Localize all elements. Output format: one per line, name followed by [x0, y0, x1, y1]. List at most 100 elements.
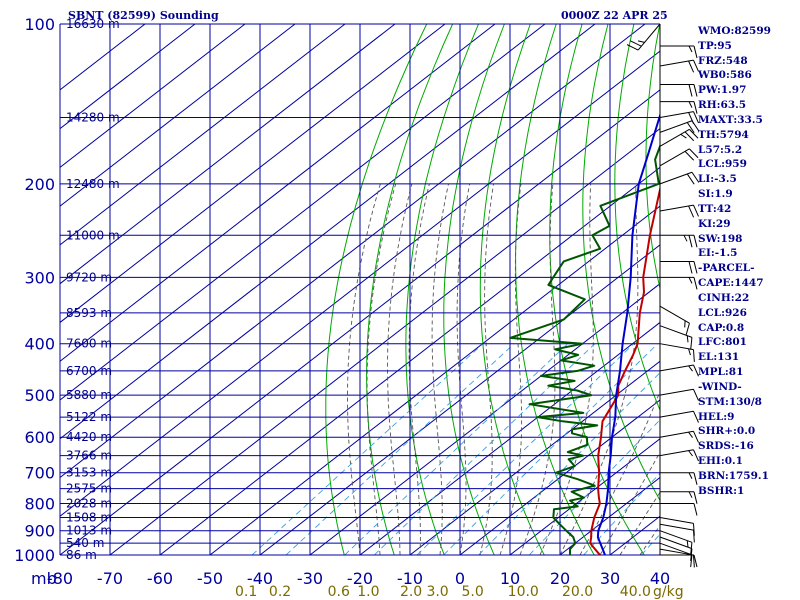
- wind-barb-flag: [630, 40, 642, 47]
- wind-barb-flag: [693, 364, 699, 377]
- wind-barb-flag: [693, 449, 699, 462]
- isotherm-line: [409, 360, 660, 555]
- wind-barb-shaft: [659, 111, 694, 118]
- sounding-timestamp: 0000Z 22 APR 25: [561, 9, 668, 22]
- wind-barb-flag: [693, 235, 698, 248]
- wind-barb-shaft: [659, 430, 694, 438]
- wind-barb-flag: [683, 235, 688, 242]
- wind-barb-flag: [693, 101, 698, 114]
- wind-barb: [660, 84, 698, 97]
- wind-barb-shaft: [659, 171, 693, 185]
- temperature-tick-label: -50: [197, 569, 223, 588]
- index-item: EI:-1.5: [698, 247, 738, 260]
- mixing-ratio-line: [344, 343, 569, 555]
- wind-barb: [659, 388, 699, 401]
- index-item: L57:5.2: [698, 143, 743, 156]
- wind-barb-shaft: [659, 548, 694, 556]
- wind-barb-flag: [688, 472, 693, 479]
- index-item: MPL:81: [698, 366, 744, 379]
- wind-barb: [659, 305, 690, 336]
- wind-barb-flag: [692, 555, 695, 568]
- mixing-ratio-line: [251, 343, 484, 555]
- wind-barb-flag: [686, 122, 695, 133]
- pressure-tick-label: 400: [24, 335, 55, 354]
- wind-barb-flag: [688, 261, 693, 274]
- wind-barb-flag: [693, 59, 699, 72]
- height-label: 86 m: [66, 548, 97, 562]
- index-item: KI:29: [698, 217, 731, 230]
- wind-barb: [659, 548, 695, 568]
- wind-barb-flag: [690, 542, 693, 555]
- index-item: LI:-3.5: [698, 173, 737, 186]
- wind-barb-shaft: [637, 23, 661, 51]
- height-label: 11000 m: [66, 228, 120, 242]
- wind-barb-flag: [693, 431, 699, 443]
- wind-barb-flag: [688, 431, 693, 438]
- wind-barb-flag: [693, 204, 699, 217]
- isotherm-line: [60, 24, 246, 169]
- index-item: SHR+:0.0: [698, 425, 756, 438]
- wind-barb: [660, 276, 698, 290]
- mixing-ratio-unit-label: g/kg: [653, 584, 684, 600]
- wind-barb-flag: [688, 45, 693, 53]
- indices-panel: WMO:82599 TP:95 FRZ:548 WB0:586 PW:1.97 RH:63…: [698, 24, 800, 499]
- index-item: BSHR:1: [698, 484, 745, 497]
- pressure-tick-label: 600: [24, 428, 55, 447]
- isotherm-line: [60, 24, 196, 130]
- wind-barb-flag: [690, 548, 693, 562]
- wind-barb-flag: [689, 129, 699, 139]
- index-item: LCL:926: [698, 306, 747, 319]
- wind-barb: [660, 234, 698, 248]
- wind-barb-flag: [692, 349, 695, 362]
- isotherm-line: [60, 24, 496, 362]
- wind-barb: [659, 430, 699, 443]
- wind-barb-shaft: [659, 388, 694, 396]
- wind-barb-shaft: [659, 148, 690, 167]
- index-item: WB0:586: [698, 69, 752, 82]
- moist-adiabat-line: [408, 183, 430, 555]
- wind-barb: [626, 23, 661, 51]
- index-item: STM:130/8: [698, 395, 762, 408]
- wind-barb-flag: [688, 450, 693, 457]
- pressure-tick-label: 700: [24, 464, 55, 483]
- dewpoint-profile-line: [509, 143, 660, 555]
- temperature-tick-label: 0: [455, 569, 465, 588]
- wind-barb: [659, 523, 695, 543]
- index-item: -WIND-: [698, 380, 742, 393]
- wind-barb-flag: [693, 84, 698, 97]
- index-item: TT:42: [698, 202, 732, 215]
- wind-barb: [659, 204, 699, 218]
- wind-barb-shaft: [659, 542, 693, 556]
- mixing-ratio-line: [374, 343, 596, 555]
- wind-barb-flag: [680, 133, 687, 139]
- isotherm-line: [259, 244, 660, 555]
- isotherm-line: [509, 438, 660, 555]
- parcel-profile-line: [596, 112, 660, 555]
- index-item: CINH:22: [698, 291, 750, 304]
- moist-adiabat-line: [387, 183, 413, 555]
- pressure-tick-label: 900: [24, 522, 55, 541]
- wind-barb-flag: [691, 171, 700, 183]
- moist-adiabat-line: [456, 183, 471, 555]
- wind-barb: [659, 530, 693, 555]
- temperature-tick-label: 30: [600, 569, 620, 588]
- wind-barb: [660, 260, 698, 274]
- dry-adiabat-line: [515, 24, 595, 555]
- wind-barb-flag: [690, 554, 693, 568]
- wind-barb-shaft: [659, 364, 694, 372]
- wind-barb-flag: [685, 323, 690, 336]
- wind-barb: [659, 343, 695, 362]
- height-label: 540 m: [66, 536, 104, 550]
- index-item: TH:5794: [698, 128, 749, 141]
- wind-barb-flag: [689, 148, 699, 159]
- wind-barb-flag: [686, 540, 689, 548]
- wind-barb-flag: [693, 411, 699, 423]
- height-label: 16630 m: [66, 17, 120, 31]
- temperature-tick-label: -30: [297, 569, 323, 588]
- moist-adiabat-line: [366, 183, 397, 555]
- temperature-tick-label: -70: [97, 569, 123, 588]
- wind-barb: [659, 542, 693, 568]
- wind-barb: [660, 491, 698, 504]
- index-item: RH:63.5: [698, 99, 747, 112]
- isotherm-line: [60, 24, 646, 479]
